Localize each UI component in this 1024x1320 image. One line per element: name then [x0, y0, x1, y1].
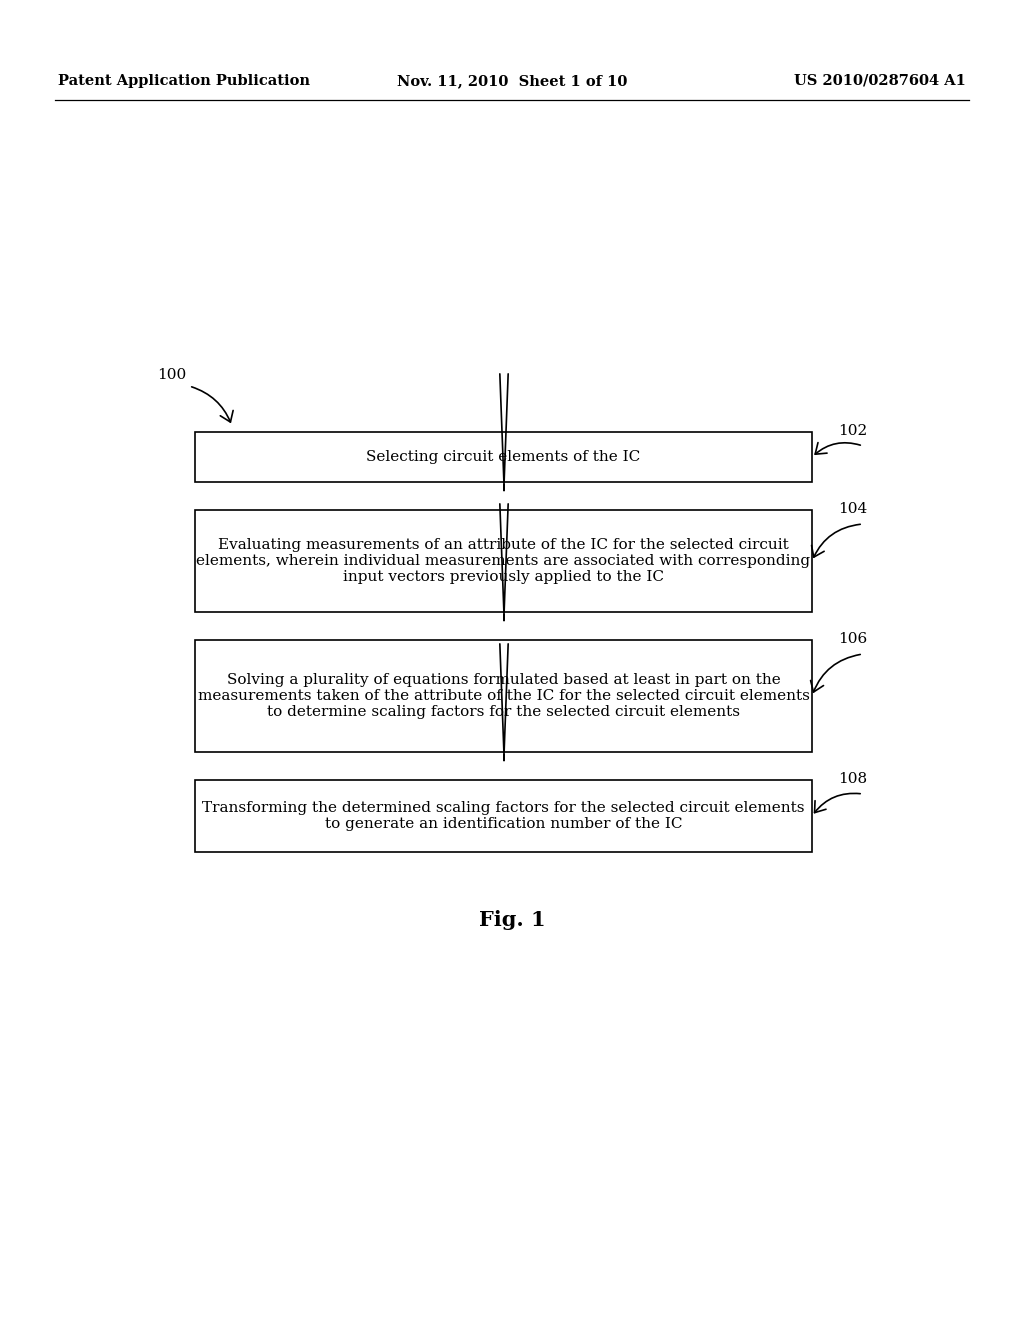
FancyArrowPatch shape — [812, 524, 860, 557]
FancyArrowPatch shape — [811, 655, 860, 692]
Text: 100: 100 — [157, 368, 186, 381]
Bar — [195, 510, 812, 612]
Text: 102: 102 — [838, 424, 867, 438]
FancyArrowPatch shape — [191, 387, 233, 422]
Bar — [195, 780, 812, 851]
Text: Selecting circuit elements of the IC: Selecting circuit elements of the IC — [367, 450, 641, 465]
Text: Transforming the determined scaling factors for the selected circuit elements
to: Transforming the determined scaling fact… — [203, 801, 805, 832]
Text: 104: 104 — [838, 502, 867, 516]
Text: Nov. 11, 2010  Sheet 1 of 10: Nov. 11, 2010 Sheet 1 of 10 — [397, 74, 627, 88]
Text: Solving a plurality of equations formulated based at least in part on the
measur: Solving a plurality of equations formula… — [198, 673, 809, 719]
Bar — [195, 432, 812, 482]
Text: Fig. 1: Fig. 1 — [478, 909, 546, 931]
Text: US 2010/0287604 A1: US 2010/0287604 A1 — [795, 74, 966, 88]
Text: Patent Application Publication: Patent Application Publication — [58, 74, 310, 88]
Text: 106: 106 — [838, 632, 867, 645]
Bar — [195, 640, 812, 752]
FancyArrowPatch shape — [815, 442, 860, 454]
Text: Evaluating measurements of an attribute of the IC for the selected circuit
eleme: Evaluating measurements of an attribute … — [197, 537, 811, 585]
Text: 108: 108 — [838, 772, 867, 785]
FancyArrowPatch shape — [814, 793, 860, 813]
